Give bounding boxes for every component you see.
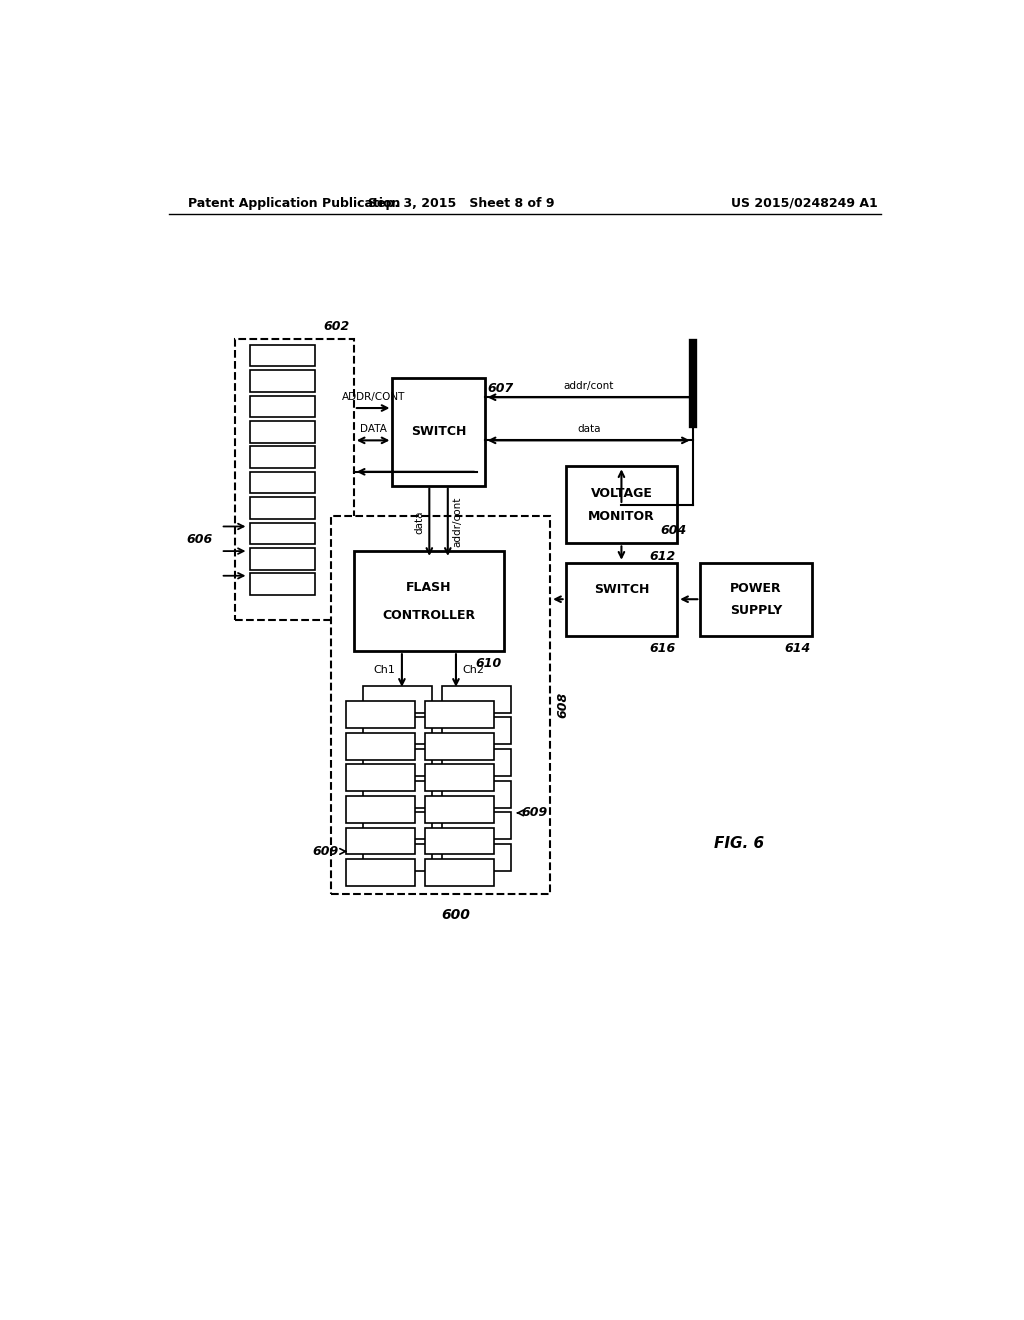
Text: addr/cont: addr/cont (563, 381, 614, 391)
Text: addr/cont: addr/cont (453, 498, 463, 548)
Bar (441, 748, 511, 776)
Bar (364, 686, 432, 713)
Bar (441, 843, 511, 871)
Text: 607: 607 (487, 381, 513, 395)
Text: Sep. 3, 2015   Sheet 8 of 9: Sep. 3, 2015 Sheet 8 of 9 (369, 197, 555, 210)
Text: Ch2: Ch2 (462, 665, 484, 676)
Text: 609: 609 (312, 845, 339, 858)
Bar (346, 859, 416, 886)
Text: POWER: POWER (730, 582, 782, 595)
Bar (250, 523, 315, 544)
Bar (250, 573, 315, 595)
Text: 600: 600 (441, 908, 470, 921)
Text: SUPPLY: SUPPLY (730, 603, 782, 616)
Bar (565, 466, 677, 544)
Bar (250, 548, 315, 570)
Bar (364, 780, 432, 808)
Text: VOLTAGE: VOLTAGE (591, 487, 652, 500)
Bar (425, 764, 494, 792)
Text: US 2015/0248249 A1: US 2015/0248249 A1 (731, 197, 878, 210)
Bar (364, 748, 432, 776)
Bar (354, 552, 504, 651)
Bar (425, 796, 494, 822)
Bar (425, 859, 494, 886)
Text: CONTROLLER: CONTROLLER (382, 609, 475, 622)
Bar (425, 828, 494, 854)
Bar (441, 812, 511, 840)
Text: 606: 606 (186, 533, 213, 546)
Bar (364, 812, 432, 840)
Bar (346, 733, 416, 760)
Bar (346, 701, 416, 729)
Bar (441, 780, 511, 808)
Text: data: data (415, 511, 425, 535)
Bar (346, 828, 416, 854)
Text: FLASH: FLASH (407, 581, 452, 594)
Text: FIG. 6: FIG. 6 (714, 836, 764, 851)
Bar (250, 446, 315, 469)
Bar (346, 796, 416, 822)
Bar (250, 421, 315, 442)
Bar (700, 562, 812, 636)
Text: data: data (577, 424, 600, 434)
Text: Ch1: Ch1 (374, 665, 395, 676)
Bar (250, 471, 315, 494)
Bar (250, 370, 315, 392)
Bar (331, 516, 550, 894)
Bar (250, 498, 315, 519)
Text: 616: 616 (649, 642, 676, 655)
Bar (565, 562, 677, 636)
Text: 610: 610 (475, 657, 502, 671)
Text: 608: 608 (556, 692, 569, 718)
Text: Patent Application Publication: Patent Application Publication (188, 197, 400, 210)
Bar (425, 733, 494, 760)
Bar (250, 345, 315, 367)
Text: SWITCH: SWITCH (411, 425, 466, 438)
Text: DATA: DATA (359, 424, 386, 434)
Bar (250, 396, 315, 417)
Text: 614: 614 (784, 642, 810, 655)
Text: 612: 612 (649, 549, 676, 562)
Bar (441, 686, 511, 713)
Text: ADDR/CONT: ADDR/CONT (341, 392, 404, 401)
Bar (441, 718, 511, 744)
Bar (364, 843, 432, 871)
Bar (392, 378, 484, 486)
Bar (364, 718, 432, 744)
Text: SWITCH: SWITCH (594, 583, 649, 597)
Bar (425, 701, 494, 729)
Text: 609: 609 (521, 807, 547, 820)
Text: 604: 604 (660, 524, 686, 537)
Text: 602: 602 (324, 321, 350, 333)
Bar (234, 339, 354, 620)
Bar (346, 764, 416, 792)
Text: MONITOR: MONITOR (588, 510, 654, 523)
